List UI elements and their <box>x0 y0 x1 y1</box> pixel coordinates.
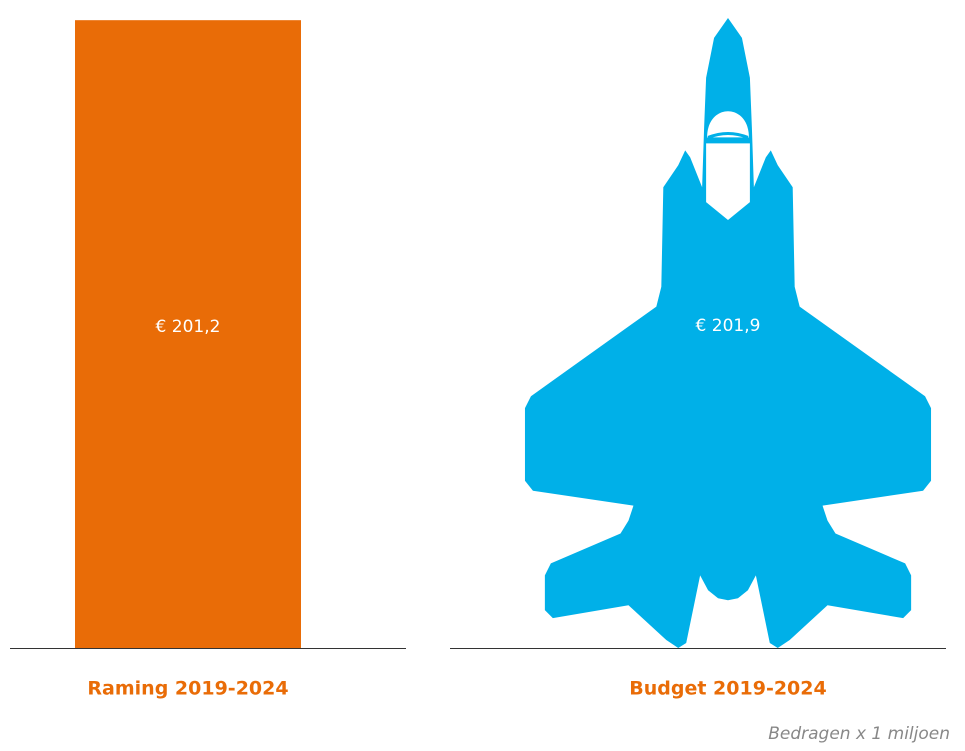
jet <box>524 18 932 648</box>
note: Bedragen x 1 miljoen <box>768 724 950 744</box>
category-label: Raming 2019-2024 <box>87 678 288 700</box>
cockpit-line <box>707 131 749 139</box>
value-label: € 201,9 <box>696 316 761 336</box>
cockpit-frame <box>706 143 750 221</box>
cockpit <box>707 111 749 138</box>
jet-group <box>524 18 932 648</box>
bar <box>75 20 301 648</box>
value-label: € 201,2 <box>156 317 221 337</box>
category-label: Budget 2019-2024 <box>629 678 826 700</box>
